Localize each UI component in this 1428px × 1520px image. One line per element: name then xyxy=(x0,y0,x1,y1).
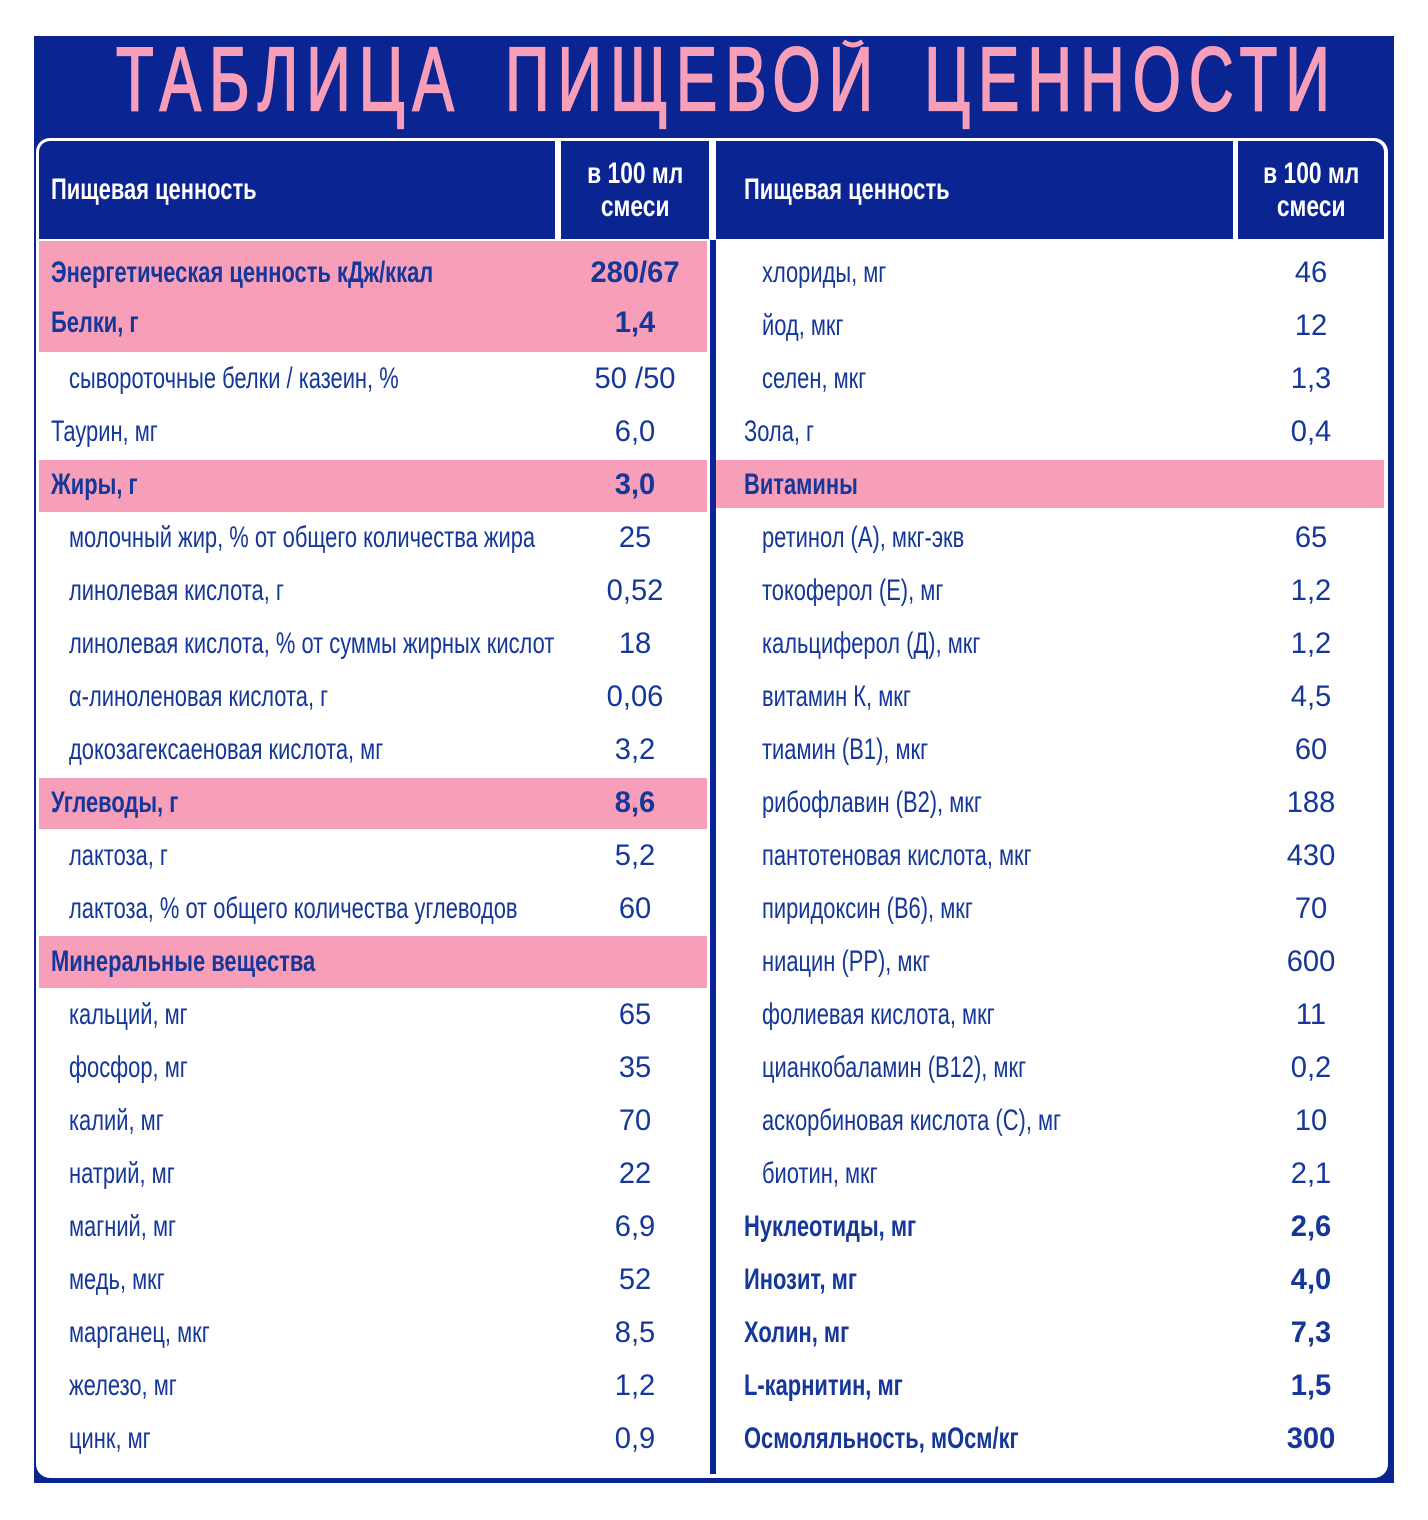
svg-text:ТАБЛИЦА ПИЩЕВОИ ЦЕННОСТИ: ТАБЛИЦА ПИЩЕВОИ ЦЕННОСТИ xyxy=(116,36,1338,130)
